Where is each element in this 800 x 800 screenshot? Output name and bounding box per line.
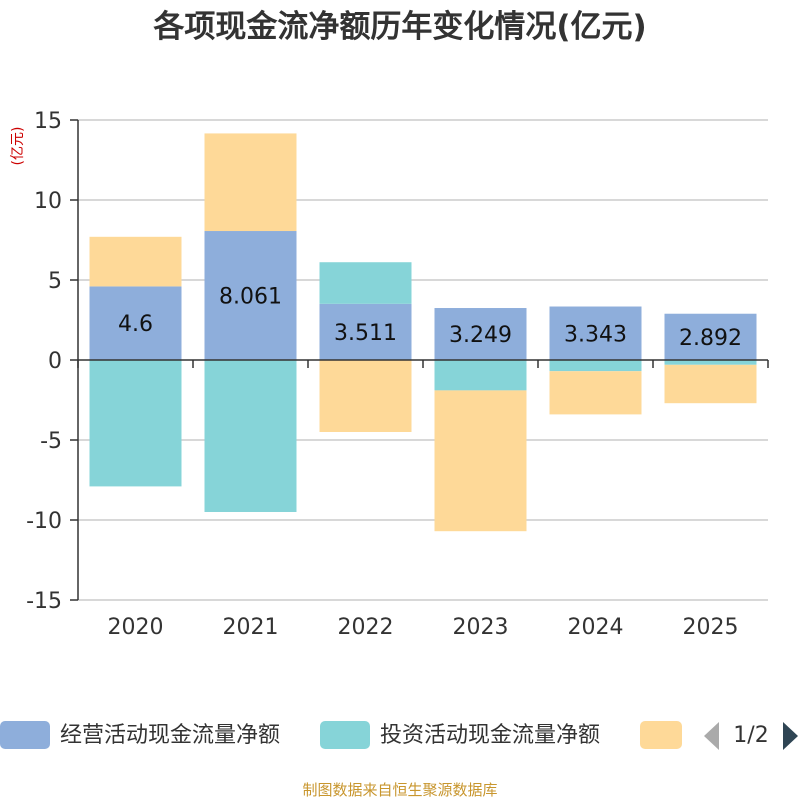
y-tick-label: -5: [40, 429, 62, 454]
x-tick-label: 2025: [683, 615, 739, 640]
data-label: 3.249: [449, 323, 512, 348]
bar-2024-s1[interactable]: [549, 360, 642, 372]
bar-2022-s0[interactable]: [319, 303, 412, 360]
data-label: 8.061: [219, 285, 282, 310]
x-tick-label: 2020: [108, 615, 164, 640]
axes: 15 10 5 0 -5 -10 -15 2020 2021 2022 2023 2024 2025: [26, 109, 769, 640]
x-tick-label: 2022: [338, 615, 394, 640]
data-label: 2.892: [679, 326, 742, 351]
legend-item-financing[interactable]: [640, 721, 682, 749]
y-tick-label: 5: [48, 269, 62, 294]
bar-2023-s1[interactable]: [434, 360, 527, 391]
grid-lines: [78, 119, 768, 601]
bar-layer: [89, 133, 757, 532]
legend-prev-page-icon[interactable]: [704, 722, 719, 750]
bar-2025-s1[interactable]: [664, 360, 757, 365]
data-label: 3.343: [564, 322, 627, 347]
legend-swatch-financing: [640, 721, 682, 749]
bar-2024-s0[interactable]: [549, 306, 642, 360]
legend-label-operating: 经营活动现金流量净额: [60, 723, 280, 748]
bar-2023-s2[interactable]: [434, 390, 527, 532]
x-tick-label: 2023: [453, 615, 509, 640]
y-tick-label: -10: [26, 509, 62, 534]
bar-2022-s1[interactable]: [319, 262, 412, 304]
legend: 经营活动现金流量净额 投资活动现金流量净额 1/2: [0, 721, 798, 750]
y-axis-unit: (亿元): [10, 127, 26, 166]
bar-2020-s2[interactable]: [89, 236, 182, 287]
y-tick-label: -15: [26, 589, 62, 614]
y-tick-label: 15: [34, 109, 62, 134]
bar-2021-s0[interactable]: [204, 231, 297, 360]
chart-title: 各项现金流净额历年变化情况(亿元): [152, 9, 646, 45]
legend-item-operating[interactable]: 经营活动现金流量净额: [0, 721, 280, 749]
bar-2022-s2[interactable]: [319, 360, 412, 432]
data-labels: 4.6 8.061 3.511 3.249 3.343 2.892: [118, 285, 742, 351]
y-tick-label: 10: [34, 189, 62, 214]
bar-2021-s1[interactable]: [204, 360, 297, 512]
legend-item-investing[interactable]: 投资活动现金流量净额: [320, 721, 600, 749]
bar-2021-s2[interactable]: [204, 133, 297, 232]
bar-2024-s2[interactable]: [549, 371, 642, 415]
data-label: 3.511: [334, 321, 397, 346]
legend-next-page-icon[interactable]: [783, 722, 798, 750]
bar-2025-s2[interactable]: [664, 364, 757, 404]
y-tick-label: 0: [48, 349, 62, 374]
bar-2020-s0[interactable]: [89, 286, 182, 360]
x-tick-label: 2024: [568, 615, 624, 640]
x-tick-label: 2021: [223, 615, 279, 640]
legend-page-indicator: 1/2: [733, 723, 768, 748]
bar-2020-s1[interactable]: [89, 360, 182, 487]
legend-swatch-operating: [0, 721, 50, 749]
bar-2025-s0[interactable]: [664, 313, 757, 360]
bar-2023-s0[interactable]: [434, 308, 527, 360]
legend-label-investing: 投资活动现金流量净额: [380, 723, 600, 748]
data-label: 4.6: [118, 312, 153, 337]
data-source-note: 制图数据来自恒生聚源数据库: [302, 781, 497, 799]
legend-swatch-investing: [320, 721, 370, 749]
